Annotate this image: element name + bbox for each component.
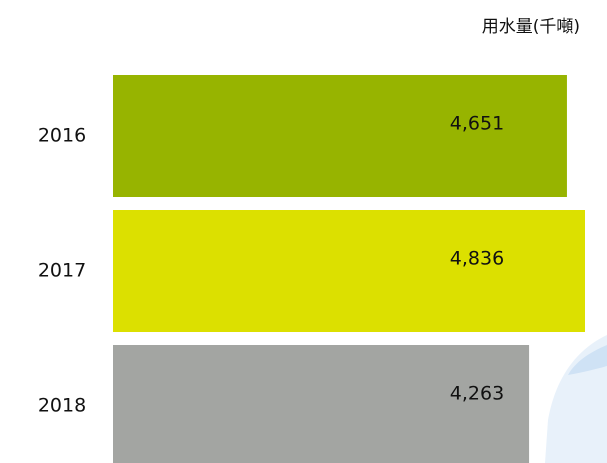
background-decoration — [568, 345, 607, 375]
data-label: 4,651 — [450, 113, 504, 135]
y-tick-label: 2018 — [38, 395, 86, 417]
chart-title: 用水量(千噸) — [482, 17, 580, 37]
y-tick-label: 2017 — [38, 260, 86, 282]
data-label: 4,836 — [450, 248, 504, 270]
bar — [113, 345, 530, 463]
bar — [113, 75, 567, 197]
y-tick-label: 2016 — [38, 125, 86, 147]
bar — [113, 210, 585, 332]
data-label: 4,263 — [450, 383, 504, 405]
